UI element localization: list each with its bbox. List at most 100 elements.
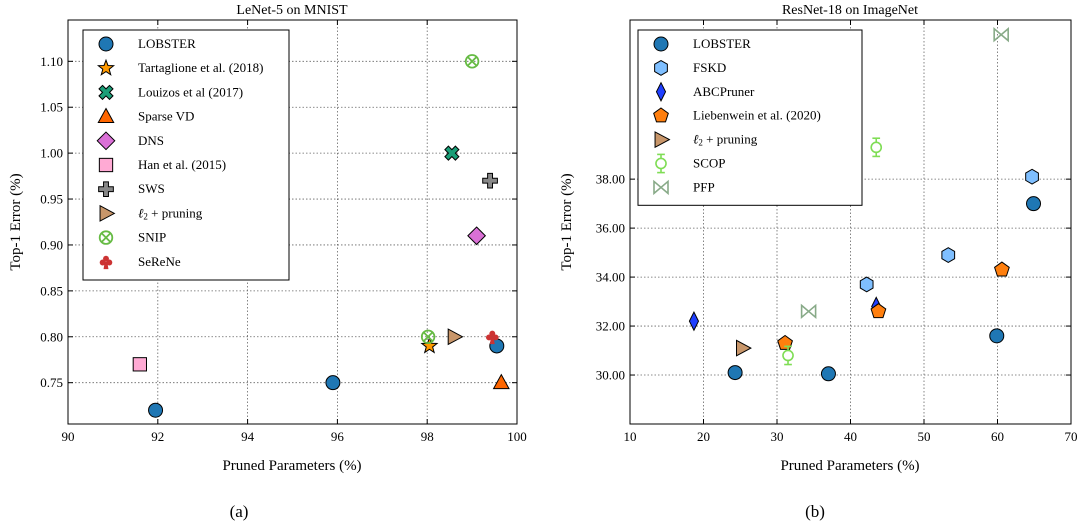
y-axis-label-a: Top-1 Error (%) [8, 173, 24, 270]
y-tick-label: 34.00 [596, 270, 625, 285]
data-point [859, 276, 874, 293]
x-tick-label: 40 [844, 429, 857, 444]
legend-label: DNS [138, 133, 164, 148]
legend-marker [96, 131, 116, 151]
chart-title-a: LeNet-5 on MNIST [236, 3, 348, 18]
legend-marker [655, 153, 667, 174]
legend-label: LOBSTER [138, 36, 196, 51]
legend-label: SCOP [693, 155, 726, 170]
data-point [444, 145, 460, 161]
data-point [420, 329, 436, 344]
legend-box [82, 29, 290, 281]
data-point [989, 328, 1005, 344]
y-tick-label: 1.10 [40, 54, 63, 69]
data-point [148, 402, 164, 418]
x-tick-label: 20 [697, 429, 710, 444]
data-point [777, 334, 793, 350]
x-tick-label: 60 [991, 429, 1004, 444]
legend-label: SNIP [138, 230, 166, 245]
data-point [870, 137, 883, 158]
legend-label: ℓ2 + pruning [693, 132, 758, 148]
data-point [464, 54, 480, 69]
legend-marker [96, 58, 116, 76]
data-point [727, 365, 743, 381]
legend-label: SeReNe [138, 254, 181, 269]
legend-label: Han et al. (2015) [138, 157, 226, 172]
legend-label: ABCPruner [693, 84, 755, 99]
legend-label: SWS [138, 181, 165, 196]
x-axis-label-b: Pruned Parameters (%) [780, 458, 919, 474]
caption-b: (b) [805, 502, 825, 521]
data-marks-b [688, 27, 1042, 382]
legend-marker [653, 107, 669, 123]
y-tick-label: 0.85 [40, 283, 63, 298]
legend-b: LOBSTER FSKD ABCPruner Liebenwein et al. (2… [637, 29, 863, 206]
plot-frame-a [67, 19, 518, 425]
data-point [420, 336, 439, 354]
legend-label: ℓ2 + pruning [138, 205, 203, 221]
legend-label: FSKD [693, 60, 726, 75]
chart-panel-b: ResNet-18 on ImageNet 10 20 30 40 50 60 70 30.0… [559, 3, 1078, 521]
legend-marker [653, 179, 669, 196]
x-tick-label: 10 [624, 429, 637, 444]
legend-label: LOBSTER [693, 36, 751, 51]
y-tick-label: 0.95 [40, 192, 63, 207]
legend-marker [97, 107, 115, 124]
data-point [132, 357, 147, 372]
legend-marker [98, 84, 114, 101]
x-tick-label: 90 [62, 429, 75, 444]
y-tick-label: 30.00 [596, 368, 625, 383]
data-point [736, 339, 752, 357]
y-tick-label: 0.75 [40, 375, 63, 390]
data-point [688, 310, 700, 332]
data-point [325, 375, 341, 391]
legend-label: Liebenwein et al. (2020) [693, 108, 821, 123]
legend-label: Tartaglione et al. (2018) [138, 60, 263, 75]
chart-panel-a: LeNet-5 on MNIST 90 92 94 96 98 100 0.75 0.80 0.… [8, 3, 527, 521]
x-tick-label: 70 [1065, 429, 1078, 444]
legend-marker [98, 181, 114, 198]
x-tick-label: 50 [918, 429, 931, 444]
legend-marker [654, 131, 671, 149]
y-tick-label: 32.00 [596, 319, 625, 334]
legend-marker [98, 157, 114, 173]
y-tick-label: 0.80 [40, 329, 63, 344]
legend-marker [653, 36, 669, 52]
caption-a: (a) [230, 502, 249, 521]
tick-labels-a: 90 92 94 96 98 100 0.75 0.80 0.85 0.90 0.95 1.00 1.0… [40, 20, 527, 444]
y-tick-label: 0.90 [40, 237, 63, 252]
tick-labels-b: 10 20 30 40 50 60 70 30.00 32.00 34.00 36.00 38.00 [596, 20, 1078, 444]
legend-label: Sparse VD [138, 109, 194, 124]
legend-label: PFP [693, 179, 715, 194]
data-point [941, 247, 956, 263]
data-point [993, 27, 1009, 43]
data-point [482, 172, 498, 189]
x-tick-label: 96 [331, 429, 345, 444]
x-tick-label: 92 [151, 429, 164, 444]
data-point [447, 328, 464, 346]
data-marks-a [132, 54, 510, 418]
x-axis-label-a: Pruned Parameters (%) [222, 458, 361, 474]
legend-marker [98, 36, 114, 52]
y-tick-label: 1.00 [40, 146, 63, 161]
data-point [870, 303, 887, 319]
x-tick-label: 30 [771, 429, 784, 444]
legend-marker [655, 81, 667, 103]
y-tick-label: 36.00 [596, 221, 625, 236]
y-tick-label: 1.05 [40, 100, 63, 115]
chart-title-b: ResNet-18 on ImageNet [782, 3, 918, 18]
legend-marker [99, 255, 113, 270]
data-point [486, 330, 499, 345]
legend-marker [99, 204, 116, 222]
legend-marker [654, 59, 668, 76]
y-tick-label: 38.00 [596, 172, 625, 187]
legend-marker [98, 230, 114, 245]
legend-a: LOBSTER Tartaglione et al. (2018) Louizos … [82, 29, 290, 281]
data-point [1025, 168, 1039, 185]
legend-label: Louizos et al (2017) [138, 84, 243, 99]
data-point [492, 373, 510, 390]
legend-box [637, 29, 863, 206]
data-point [782, 345, 794, 366]
x-tick-label: 100 [507, 429, 527, 444]
